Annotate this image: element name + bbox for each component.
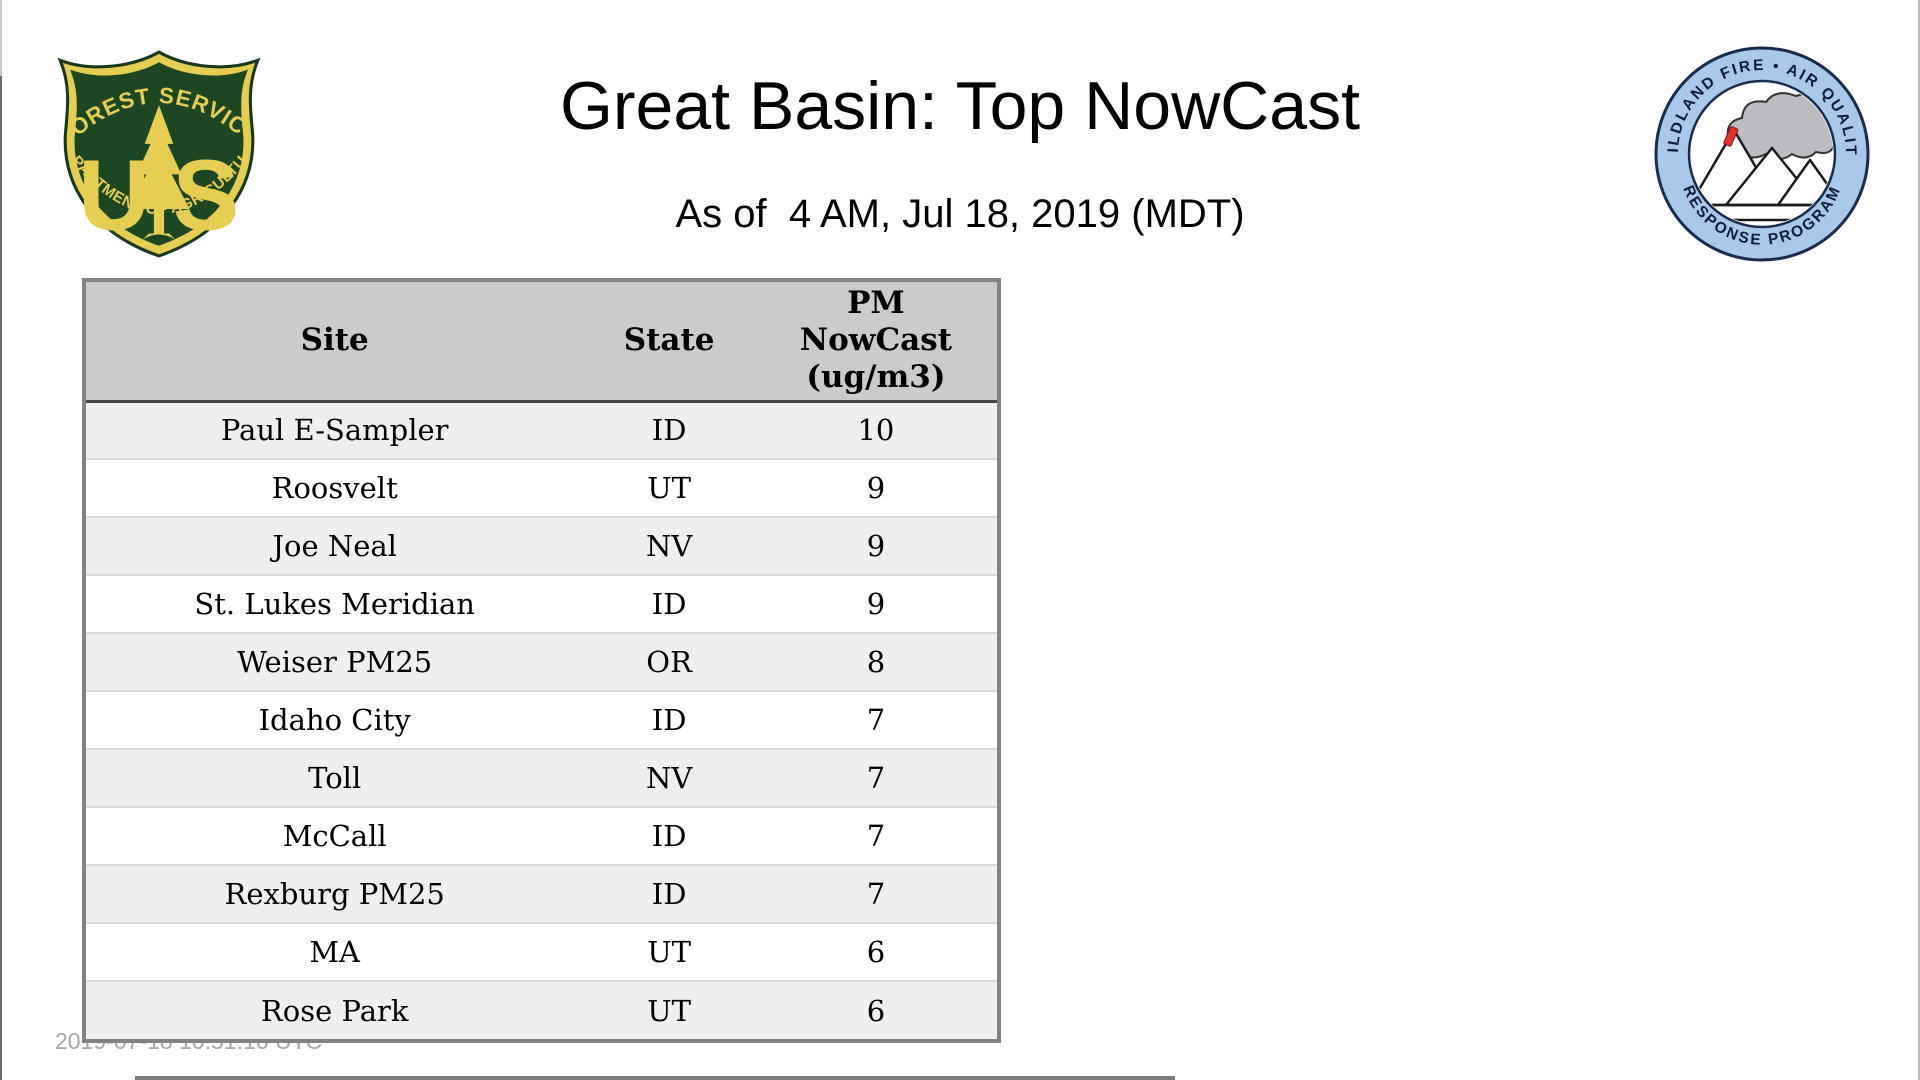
- cell-site: Roosvelt: [86, 458, 584, 517]
- cell-site: Weiser PM25: [86, 632, 584, 691]
- cell-value: 7: [754, 864, 997, 923]
- col-header-pm-nowcast-label: PM NowCast (ug/m3): [799, 284, 953, 396]
- cell-state: UT: [583, 922, 755, 981]
- col-header-site: Site: [86, 282, 584, 403]
- cell-value: 9: [754, 458, 997, 517]
- window-edge-left-dark: [0, 76, 2, 1080]
- mountains: [1691, 128, 1833, 207]
- smoke-plume: [1726, 92, 1833, 160]
- page-title: Great Basin: Top NowCast: [560, 68, 1360, 144]
- table-row: Roosvelt UT 9: [86, 458, 997, 517]
- nowcast-table-body: Paul E-Sampler ID 10 Roosvelt UT 9 Joe Neal NV 9…: [86, 401, 997, 1039]
- cell-state: OR: [583, 632, 755, 691]
- cell-value: 7: [754, 748, 997, 807]
- cell-state: ID: [583, 806, 755, 865]
- cell-value: 9: [754, 574, 997, 633]
- cell-value: 6: [754, 922, 997, 981]
- table-header-row: Site State PM NowCast (ug/m3): [86, 282, 997, 403]
- cell-state: ID: [583, 574, 755, 633]
- usfs-letter-s: S: [173, 140, 240, 251]
- cell-state: ID: [583, 690, 755, 749]
- cell-state: UT: [583, 980, 755, 1039]
- cell-value: 6: [754, 980, 997, 1039]
- cell-site: Rexburg PM25: [86, 864, 584, 923]
- cell-state: NV: [583, 516, 755, 575]
- nowcast-table: Site State PM NowCast (ug/m3) Paul E-Sam…: [82, 278, 1001, 1043]
- cell-site: MA: [86, 922, 584, 981]
- cell-state: UT: [583, 458, 755, 517]
- cell-site: Idaho City: [86, 690, 584, 749]
- window-edge-left: [0, 0, 2, 76]
- table-row: Idaho City ID 7: [86, 690, 997, 749]
- cell-value: 9: [754, 516, 997, 575]
- cell-value: 8: [754, 632, 997, 691]
- window-edge-right: [1918, 0, 1920, 1080]
- cell-value: 7: [754, 690, 997, 749]
- cell-value: 7: [754, 806, 997, 865]
- cell-site: St. Lukes Meridian: [86, 574, 584, 633]
- table-row: Weiser PM25 OR 8: [86, 632, 997, 691]
- cell-site: Rose Park: [86, 980, 584, 1039]
- wfaqrp-logo-icon: WILDLAND FIRE • AIR QUALITY RESPONSE PRO…: [1652, 44, 1870, 262]
- cell-state: NV: [583, 748, 755, 807]
- usfs-tree-icon: [128, 105, 190, 240]
- table-row: Rexburg PM25 ID 7: [86, 864, 997, 923]
- flame-mark: [1723, 126, 1739, 147]
- forest-service-logo-icon: FOREST SERVICE U S DEPARTMENT OF AGRICUL…: [57, 46, 261, 258]
- cell-value: 10: [857, 413, 895, 448]
- table-row: McCall ID 7: [86, 806, 997, 865]
- cell-site: Joe Neal: [86, 516, 584, 575]
- cell-site: Toll: [86, 748, 584, 807]
- table-row: St. Lukes Meridian ID 9: [86, 574, 997, 633]
- cell-state: ID: [583, 864, 755, 923]
- table-row: Toll NV 7: [86, 748, 997, 807]
- cell-site: McCall: [86, 806, 584, 865]
- table-row: Paul E-Sampler ID 10: [86, 401, 997, 459]
- table-row: Rose Park UT 6: [86, 980, 997, 1039]
- page-subtitle: As of 4 AM, Jul 18, 2019 (MDT): [675, 192, 1245, 236]
- col-header-pm-nowcast: PM NowCast (ug/m3): [754, 282, 997, 403]
- table-row: Joe Neal NV 9: [86, 516, 997, 575]
- cell-state: ID: [651, 413, 687, 448]
- bottom-edge-bar: [135, 1076, 1175, 1080]
- col-header-state: State: [583, 282, 755, 403]
- table-row: MA UT 6: [86, 922, 997, 981]
- cell-site: Paul E-Sampler: [220, 413, 449, 448]
